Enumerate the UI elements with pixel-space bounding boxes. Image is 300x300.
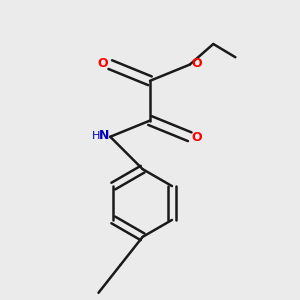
- Text: O: O: [192, 131, 203, 144]
- Text: O: O: [98, 57, 108, 70]
- Text: O: O: [191, 57, 202, 70]
- Text: H: H: [92, 131, 100, 141]
- Text: N: N: [99, 129, 109, 142]
